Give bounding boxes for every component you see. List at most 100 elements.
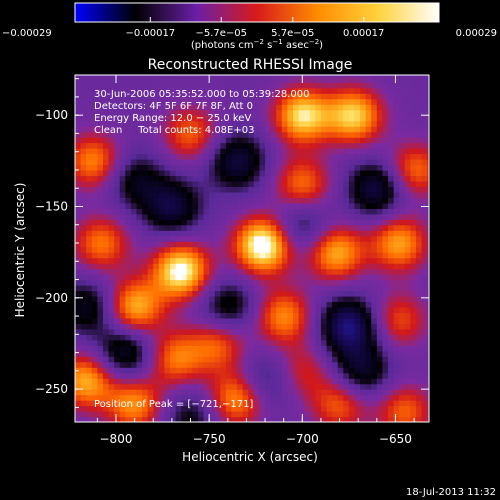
heatmap-cell — [220, 268, 227, 275]
heatmap-cell — [354, 394, 361, 401]
heatmap-cell — [192, 274, 199, 281]
heatmap-cell — [265, 219, 272, 226]
heatmap-cell — [192, 394, 199, 401]
heatmap-cell — [360, 372, 367, 379]
heatmap-cell — [326, 164, 333, 171]
heatmap-cell — [348, 252, 356, 259]
heatmap-cell — [119, 306, 126, 314]
heatmap-cell — [265, 246, 272, 253]
heatmap-cell — [393, 109, 400, 116]
heatmap-cell — [75, 416, 82, 422]
heatmap-cell — [130, 345, 138, 352]
heatmap-cell — [376, 263, 384, 270]
heatmap-cell — [97, 75, 104, 78]
heatmap-cell — [309, 87, 316, 94]
heatmap-cell — [237, 268, 244, 275]
heatmap-cell — [427, 213, 429, 220]
heatmap-cell — [298, 263, 305, 270]
heatmap-cell — [86, 263, 93, 270]
heatmap-cell — [97, 334, 104, 341]
heatmap-cell — [147, 148, 154, 155]
heatmap-cell — [142, 93, 149, 100]
heatmap-cell — [404, 159, 411, 166]
heatmap-cell — [427, 137, 429, 144]
heatmap-cell — [209, 137, 216, 144]
heatmap-cell — [170, 93, 177, 100]
heatmap-cell — [298, 126, 305, 133]
heatmap-cell — [399, 411, 406, 418]
heatmap-cell — [265, 137, 272, 144]
heatmap-cell — [186, 148, 193, 155]
colorbar-tick-label: −0.00029 — [2, 28, 52, 39]
heatmap-cell — [130, 263, 138, 270]
heatmap-cell — [259, 345, 266, 352]
heatmap-cell — [348, 350, 356, 357]
heatmap-cell — [348, 339, 356, 346]
heatmap-cell — [142, 202, 149, 209]
heatmap-cell — [343, 202, 350, 209]
heatmap-cell — [102, 75, 110, 78]
heatmap-cell — [225, 252, 233, 259]
heatmap-cell — [214, 416, 221, 422]
heatmap-cell — [75, 180, 82, 188]
heatmap-cell — [119, 252, 126, 259]
heatmap-cell — [86, 383, 93, 390]
heatmap-cell — [410, 213, 417, 220]
heatmap-cell — [265, 361, 272, 368]
heatmap-cell — [348, 109, 356, 116]
heatmap-cell — [427, 290, 429, 297]
heatmap-cell — [170, 148, 177, 155]
heatmap-cell — [86, 115, 93, 122]
heatmap-cell — [197, 76, 205, 83]
heatmap-cell — [399, 405, 406, 412]
heatmap-cell — [130, 115, 138, 122]
heatmap-cell — [248, 350, 255, 357]
heatmap-cell — [332, 219, 339, 226]
heatmap-cell — [276, 246, 283, 253]
heatmap-cell — [404, 82, 411, 89]
heatmap-cell — [427, 76, 429, 83]
heatmap-cell — [197, 268, 205, 275]
heatmap-cell — [315, 169, 322, 177]
heatmap-cell — [276, 219, 283, 226]
heatmap-cell — [136, 334, 143, 341]
heatmap-cell — [158, 372, 166, 379]
heatmap-cell — [136, 257, 143, 264]
heatmap-cell — [292, 378, 300, 385]
heatmap-cell — [376, 246, 384, 253]
heatmap-cell — [242, 301, 249, 308]
heatmap-cell — [332, 115, 339, 122]
heatmap-cell — [186, 328, 193, 335]
heatmap-cell — [326, 400, 333, 407]
heatmap-cell — [175, 279, 182, 286]
heatmap-cell — [80, 312, 87, 319]
heatmap-cell — [253, 131, 261, 138]
heatmap-cell — [237, 230, 244, 237]
heatmap-cell — [337, 334, 344, 341]
heatmap-cell — [170, 350, 177, 357]
heatmap-cell — [142, 378, 149, 385]
heatmap-cell — [415, 383, 423, 390]
heatmap-cell — [75, 224, 82, 231]
heatmap-cell — [421, 120, 428, 127]
heatmap-cell — [421, 126, 428, 133]
heatmap-cell — [326, 345, 333, 352]
heatmap-cell — [265, 285, 272, 292]
heatmap-cell — [315, 175, 322, 182]
heatmap-cell — [270, 115, 277, 122]
heatmap-cell — [371, 285, 378, 292]
heatmap-cell — [298, 235, 305, 242]
heatmap-cell — [388, 197, 395, 204]
heatmap-cell — [348, 159, 356, 166]
heatmap-cell — [203, 164, 210, 171]
heatmap-cell — [147, 285, 154, 292]
heatmap-cell — [404, 405, 411, 412]
heatmap-cell — [309, 126, 316, 133]
heatmap-cell — [427, 191, 429, 198]
heatmap-cell — [125, 334, 132, 341]
heatmap-cell — [114, 361, 121, 368]
heatmap-cell — [119, 148, 126, 155]
heatmap-cell — [153, 180, 160, 188]
heatmap-cell — [158, 115, 166, 122]
heatmap-cell — [404, 383, 411, 390]
